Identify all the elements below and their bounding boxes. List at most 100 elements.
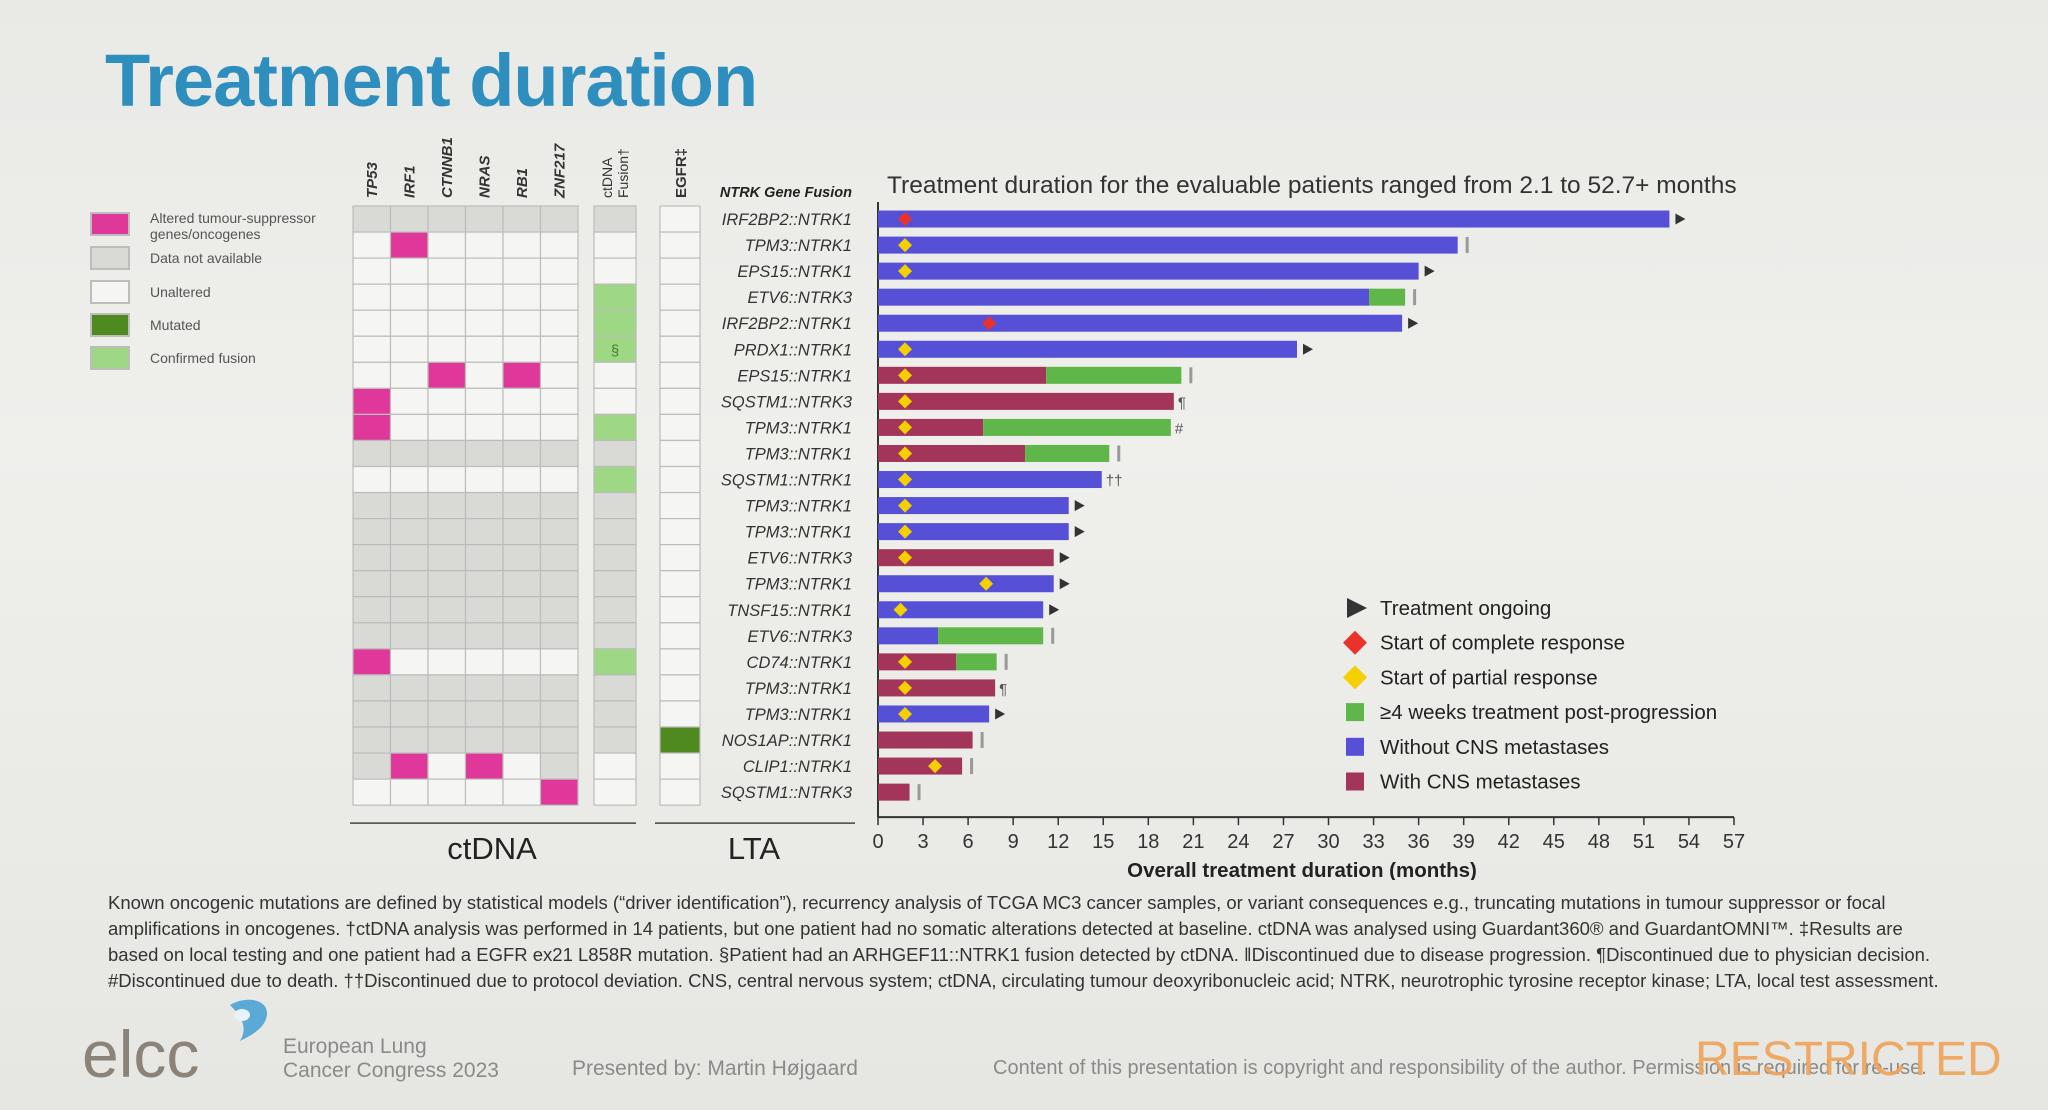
heatmap-cell-2-ctdna-fusion [593,257,637,285]
x-tick-label-15: 15 [1092,831,1114,853]
heatmap-cell-20-egfr [659,726,701,754]
response-marker-8 [898,420,913,435]
heatmap-cell-19-IRF1 [389,700,429,728]
heatmap-cell-8-ctdna-fusion [593,413,637,442]
heatmap-cell-12-ctdna-fusion [593,517,637,546]
response-marker-5 [898,342,913,357]
heatmap-cell-0-IRF1 [389,205,429,233]
ongoing-marker-12 [1074,526,1085,538]
ctdna-fusion-header-1: ctDNA [599,157,615,198]
heatmap-cell-5-CTNNB1 [427,335,467,363]
heatmap-cell-19-TP53 [352,700,392,728]
heatmap-cell-7-ZNF217 [539,387,579,416]
ongoing-marker-0 [1675,213,1686,225]
chart-legend-symbol-3 [1346,703,1364,722]
fusion-label-12: TPM3::NTRK1 [745,524,852,542]
discontinued-marker-9 [1117,445,1121,462]
heatmap-cell-4-egfr [659,309,701,337]
response-marker-6 [898,368,913,383]
bar-main-21 [878,757,963,775]
heatmap-cell-14-ZNF217 [539,570,579,598]
x-tick-label-48: 48 [1588,831,1610,853]
heatmap-cell-19-RB1 [502,700,542,728]
figure-canvas: TP53 IRF1 CTNNB1 NRAS RB1 ZNF217 ctDNA Fusion† E… [350,137,1746,854]
fusion-label-2: EPS15::NTRK1 [737,263,852,281]
heatmap-cell-12-IRF1 [389,517,429,546]
discontinued-marker-17 [1004,653,1008,670]
heatmap-cell-21-CTNNB1 [427,752,467,780]
heatmap-cell-8-RB1 [502,413,542,442]
heatmap-cell-16-CTNNB1 [427,622,467,650]
heatmap-cell-14-IRF1 [389,570,429,598]
heatmap-cell-0-CTNNB1 [427,205,467,233]
heatmap-cell-15-ctdna-fusion [593,596,637,624]
heatmap-cell-17-IRF1 [389,648,429,676]
ongoing-marker-15 [1049,604,1060,616]
heatmap-cell-8-ZNF217 [539,413,579,442]
bar-main-14 [878,575,1054,593]
response-marker-18 [898,680,913,695]
chart-legend-label-1: Start of complete response [1380,632,1625,655]
heatmap-cell-16-RB1 [502,622,542,650]
slide-title: Treatment duration [105,39,758,122]
elcc-logo: elcc [82,999,267,1091]
heatmap-cell-4-IRF1 [389,309,429,337]
heatmap-cell-1-IRF1 [389,231,429,259]
heatmap-cell-12-NRAS [464,517,504,546]
bar-main-8 [878,418,984,436]
chart-legend-symbol-5 [1346,772,1364,791]
heatmap-cell-9-ZNF217 [539,439,579,468]
heatmap-cell-13-CTNNB1 [427,544,467,572]
bar-main-3 [878,288,1370,306]
response-marker-0 [898,212,913,227]
heatmap-cell-18-egfr [659,674,701,702]
heatmap-cell-3-ZNF217 [539,283,579,311]
heatmap-cell-2-ZNF217 [539,257,579,285]
fusion-label-18: TPM3::NTRK1 [745,680,852,698]
heatmap-cell-3-ctdna-fusion [593,283,637,311]
fusion-label-22: SQSTM1::NTRK3 [721,784,853,802]
gene-header-NRAS: NRAS [476,155,493,198]
heatmap-cell-13-RB1 [502,544,542,572]
bar-note-7: ¶ [1178,394,1186,411]
heatmap-cell-21-IRF1 [389,752,429,780]
heatmap-cell-19-ctdna-fusion [593,700,637,728]
heatmap-cell-21-ZNF217 [539,752,579,780]
heatmap-cell-9-RB1 [502,439,542,468]
heatmap-cell-20-CTNNB1 [427,726,467,754]
heatmap-cell-11-RB1 [502,491,542,520]
heatmap-cell-13-IRF1 [389,544,429,572]
heatmap-cell-10-NRAS [464,465,504,494]
heatmap-cell-6-ZNF217 [539,361,579,389]
fusion-label-21: CLIP1::NTRK1 [743,758,852,776]
x-tick-label-0: 0 [872,831,883,853]
chart-legend-label-3: ≥4 weeks treatment post-progression [1380,701,1717,724]
heatmap-cell-16-ctdna-fusion [593,622,637,650]
heatmap-cell-0-ZNF217 [539,205,579,233]
heatmap-cell-22-IRF1 [389,778,429,806]
heatmap-cell-9-ctdna-fusion [593,439,637,468]
heatmap-cell-2-egfr [659,257,701,285]
heatmap-cell-22-ctdna-fusion [593,778,637,806]
heatmap-cell-18-IRF1 [389,674,429,702]
heatmap-cell-15-RB1 [502,596,542,624]
fusion-label-11: TPM3::NTRK1 [745,498,852,516]
heatmap-cell-5-egfr [659,335,701,363]
heatmap-cell-15-ZNF217 [539,596,579,624]
heatmap-cell-6-RB1 [502,361,542,389]
x-tick-label-42: 42 [1498,831,1520,853]
bar-post-progression-8 [983,418,1171,436]
x-tick-label-6: 6 [963,831,974,853]
heatmap-cell-19-NRAS [464,700,504,728]
response-marker-15 [893,602,908,617]
fusion-label-19: TPM3::NTRK1 [745,706,852,724]
heatmap-cell-14-CTNNB1 [427,570,467,598]
bar-main-5 [878,340,1297,358]
heatmap-cell-8-CTNNB1 [427,413,467,442]
heatmap-cell-17-RB1 [502,648,542,676]
heatmap-cell-5-NRAS [464,335,504,363]
x-tick-label-12: 12 [1047,831,1069,853]
heatmap-cell-19-CTNNB1 [427,700,467,728]
heatmap-cell-17-NRAS [464,648,504,676]
